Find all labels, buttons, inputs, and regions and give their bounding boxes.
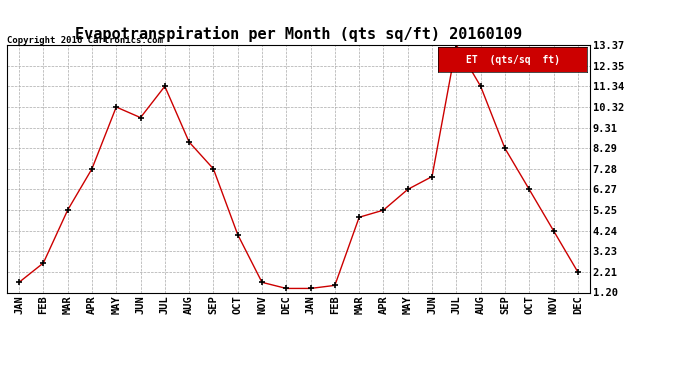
Text: Copyright 2016 Cartronics.com: Copyright 2016 Cartronics.com [7, 36, 163, 45]
Title: Evapotranspiration per Month (qts sq/ft) 20160109: Evapotranspiration per Month (qts sq/ft)… [75, 27, 522, 42]
